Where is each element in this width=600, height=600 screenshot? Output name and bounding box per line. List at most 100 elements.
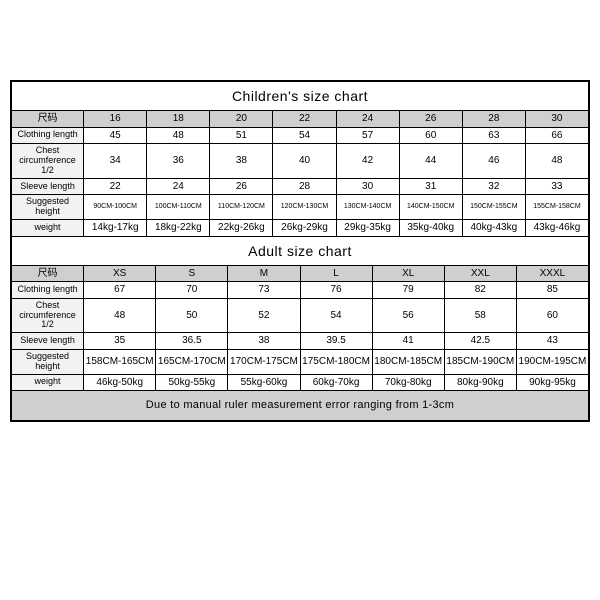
col-header: 26	[399, 111, 462, 128]
cell: 33	[525, 178, 588, 195]
table-row: Clothing length67707376798285	[12, 282, 589, 299]
cell: 60	[399, 127, 462, 144]
tables-wrap: Children's size chart尺码1618202224262830C…	[10, 80, 590, 422]
cell: 30	[336, 178, 399, 195]
cell: 31	[399, 178, 462, 195]
table-row: weight14kg-17kg18kg-22kg22kg-26kg26kg-29…	[12, 220, 589, 237]
cell: 22kg-26kg	[210, 220, 273, 237]
cell: 50kg-55kg	[156, 374, 228, 391]
cell: 85	[516, 282, 588, 299]
cell: 28	[273, 178, 336, 195]
cell: 39.5	[300, 333, 372, 350]
cell: 100CM-110CM	[147, 195, 210, 220]
cell: 165CM-170CM	[156, 349, 228, 374]
cell: 60kg-70kg	[300, 374, 372, 391]
adult-size-table: Adult size chart尺码XSSMLXLXXLXXXLClothing…	[11, 236, 589, 421]
row-label: Sleeve length	[12, 333, 84, 350]
row-label: Suggested height	[12, 349, 84, 374]
col-header: 16	[84, 111, 147, 128]
cell: 40kg-43kg	[462, 220, 525, 237]
cell: 18kg-22kg	[147, 220, 210, 237]
cell: 140CM-150CM	[399, 195, 462, 220]
cell: 82	[444, 282, 516, 299]
cell: 42	[336, 144, 399, 179]
cell: 46kg-50kg	[84, 374, 156, 391]
col-header: M	[228, 265, 300, 282]
cell: 60	[516, 298, 588, 333]
cell: 150CM-155CM	[462, 195, 525, 220]
row-label: Clothing length	[12, 282, 84, 299]
table-title: Adult size chart	[12, 236, 589, 265]
col-header: XS	[84, 265, 156, 282]
row-label: weight	[12, 220, 84, 237]
cell: 14kg-17kg	[84, 220, 147, 237]
table-row: Sleeve length2224262830313233	[12, 178, 589, 195]
cell: 120CM-130CM	[273, 195, 336, 220]
cell: 26kg-29kg	[273, 220, 336, 237]
col-header-size-label: 尺码	[12, 111, 84, 128]
row-label: weight	[12, 374, 84, 391]
cell: 70	[156, 282, 228, 299]
cell: 43	[516, 333, 588, 350]
cell: 41	[372, 333, 444, 350]
cell: 63	[462, 127, 525, 144]
cell: 73	[228, 282, 300, 299]
cell: 36	[147, 144, 210, 179]
cell: 80kg-90kg	[444, 374, 516, 391]
table-row: Clothing length4548515457606366	[12, 127, 589, 144]
cell: 42.5	[444, 333, 516, 350]
cell: 36.5	[156, 333, 228, 350]
cell: 170CM-175CM	[228, 349, 300, 374]
cell: 48	[84, 298, 156, 333]
cell: 35kg-40kg	[399, 220, 462, 237]
cell: 54	[273, 127, 336, 144]
cell: 155CM-158CM	[525, 195, 588, 220]
col-header: 18	[147, 111, 210, 128]
cell: 185CM-190CM	[444, 349, 516, 374]
cell: 26	[210, 178, 273, 195]
cell: 79	[372, 282, 444, 299]
cell: 52	[228, 298, 300, 333]
cell: 29kg-35kg	[336, 220, 399, 237]
children-size-table: Children's size chart尺码1618202224262830C…	[11, 81, 589, 237]
cell: 54	[300, 298, 372, 333]
row-label: Chest circumference 1/2	[12, 298, 84, 333]
cell: 51	[210, 127, 273, 144]
cell: 45	[84, 127, 147, 144]
cell: 55kg-60kg	[228, 374, 300, 391]
cell: 76	[300, 282, 372, 299]
cell: 158CM-165CM	[84, 349, 156, 374]
cell: 24	[147, 178, 210, 195]
table-row: Sleeve length3536.53839.54142.543	[12, 333, 589, 350]
col-header: 20	[210, 111, 273, 128]
table-row: Suggested height158CM-165CM165CM-170CM17…	[12, 349, 589, 374]
cell: 34	[84, 144, 147, 179]
table-row: Chest circumference 1/248505254565860	[12, 298, 589, 333]
cell: 48	[147, 127, 210, 144]
cell: 35	[84, 333, 156, 350]
cell: 56	[372, 298, 444, 333]
measurement-note: Due to manual ruler measurement error ra…	[12, 391, 589, 421]
cell: 57	[336, 127, 399, 144]
cell: 90kg-95kg	[516, 374, 588, 391]
col-header: L	[300, 265, 372, 282]
cell: 38	[228, 333, 300, 350]
col-header: 24	[336, 111, 399, 128]
cell: 44	[399, 144, 462, 179]
cell: 90CM-100CM	[84, 195, 147, 220]
row-label: Suggested height	[12, 195, 84, 220]
row-label: Sleeve length	[12, 178, 84, 195]
cell: 110CM-120CM	[210, 195, 273, 220]
col-header: 28	[462, 111, 525, 128]
cell: 22	[84, 178, 147, 195]
col-header: XL	[372, 265, 444, 282]
cell: 66	[525, 127, 588, 144]
page: Children's size chart尺码1618202224262830C…	[0, 0, 600, 422]
cell: 43kg-46kg	[525, 220, 588, 237]
table-row: Chest circumference 1/23436384042444648	[12, 144, 589, 179]
cell: 175CM-180CM	[300, 349, 372, 374]
cell: 40	[273, 144, 336, 179]
cell: 46	[462, 144, 525, 179]
cell: 190CM-195CM	[516, 349, 588, 374]
col-header-size-label: 尺码	[12, 265, 84, 282]
